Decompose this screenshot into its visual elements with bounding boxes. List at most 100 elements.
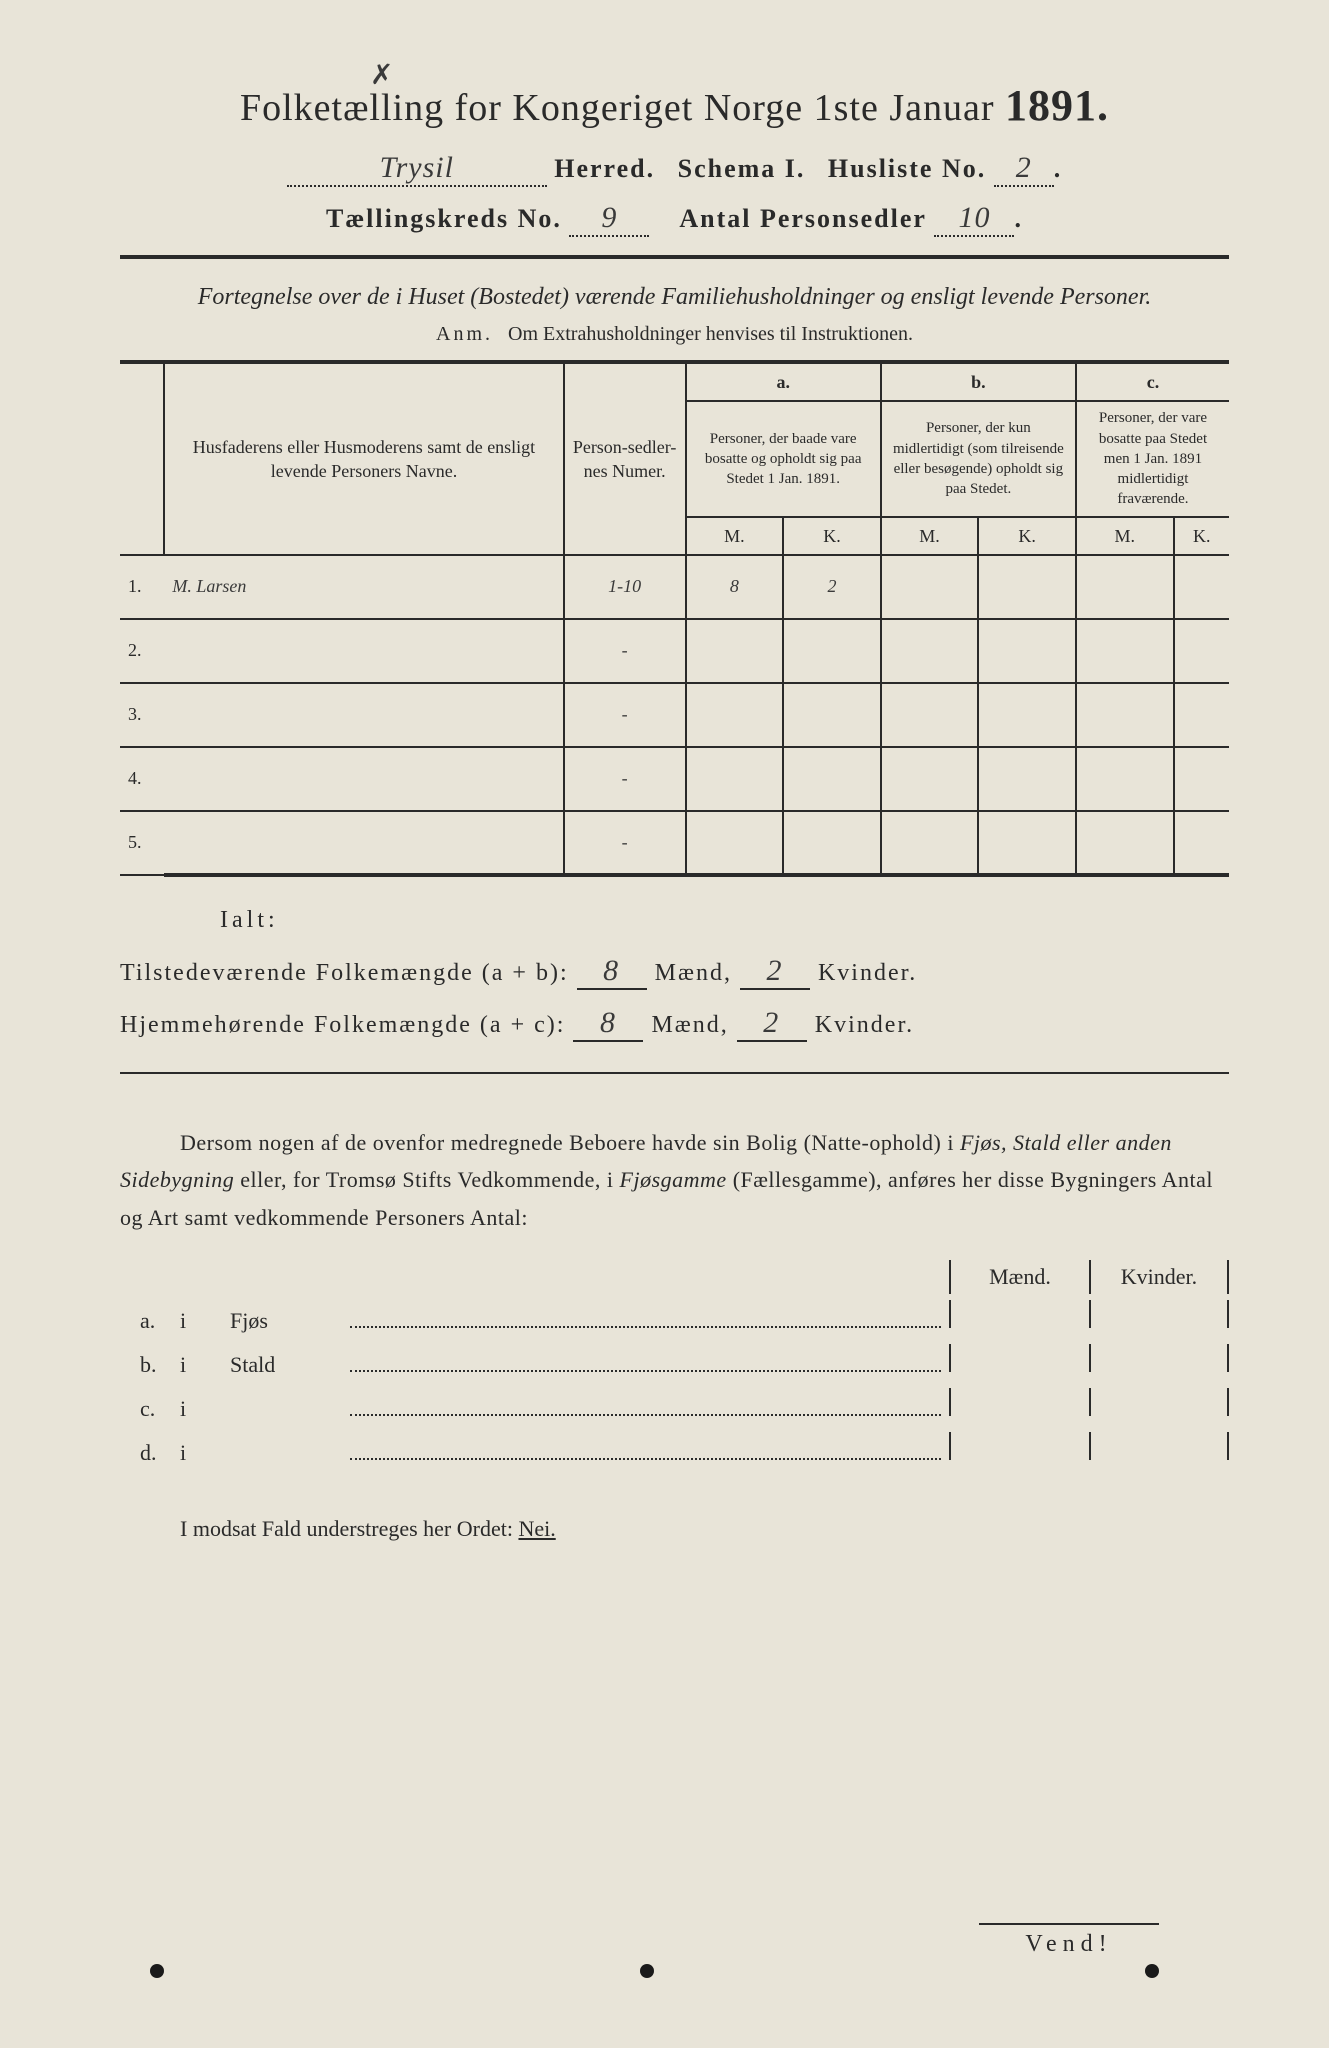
th-c: Personer, der vare bosatte paa Stedet me…: [1076, 401, 1229, 516]
ob-kvinder-cell: [1089, 1388, 1229, 1416]
row-number: 1.: [120, 555, 164, 619]
num-cell: -: [564, 811, 686, 875]
num-cell: -: [564, 747, 686, 811]
household-table: Husfaderens eller Husmoderens samt de en…: [120, 360, 1229, 877]
ob-i: i: [180, 1352, 230, 1378]
th-c-label: c.: [1076, 362, 1229, 401]
ob-dots: [350, 1414, 941, 1416]
outbuilding-section: Mænd. Kvinder. a.iFjøsb.iStaldc.id.i: [120, 1260, 1229, 1466]
ck-cell: [1174, 683, 1230, 747]
name-cell: [164, 811, 563, 875]
row-number: 3.: [120, 683, 164, 747]
ck-cell: [1174, 555, 1230, 619]
sum1-k: 2: [740, 954, 810, 990]
bm-cell: [881, 619, 979, 683]
table-row: 5.-: [120, 811, 1229, 875]
ob-maend-cell: [949, 1300, 1089, 1328]
outbuilding-row: a.iFjøs: [120, 1300, 1229, 1334]
sum2-k: 2: [737, 1006, 807, 1042]
summary-line-2: Hjemmehørende Folkemængde (a + c): 8 Mæn…: [120, 1006, 1229, 1042]
ob-dots: [350, 1370, 941, 1372]
maend-2: Mænd,: [651, 1012, 728, 1038]
outbuilding-row: b.iStald: [120, 1344, 1229, 1378]
cm-cell: [1076, 555, 1174, 619]
ob-name: Stald: [230, 1352, 350, 1378]
ob-maend: Mænd.: [949, 1260, 1089, 1294]
ob-label: c.: [120, 1396, 180, 1422]
th-ck: K.: [1174, 517, 1230, 555]
bm-cell: [881, 683, 979, 747]
bk-cell: [978, 619, 1076, 683]
sum2-label: Hjemmehørende Folkemængde (a + c):: [120, 1012, 565, 1038]
husliste-value: 2: [994, 151, 1054, 187]
title-text: Folketælling for Kongeriget Norge 1ste J…: [240, 87, 995, 129]
maend-1: Mænd,: [655, 960, 732, 986]
outbuilding-row: d.i: [120, 1432, 1229, 1466]
ob-dots: [350, 1458, 941, 1460]
ob-i: i: [180, 1308, 230, 1334]
ob-label: d.: [120, 1440, 180, 1466]
ck-cell: [1174, 747, 1230, 811]
hole-mark: [150, 1964, 164, 1978]
am-cell: [686, 811, 784, 875]
ak-cell: [783, 747, 881, 811]
am-cell: [686, 747, 784, 811]
ob-dots: [350, 1326, 941, 1328]
nei-word: Nei.: [518, 1516, 555, 1541]
nei-line: I modsat Fald understreges her Ordet: Ne…: [120, 1516, 1229, 1542]
bk-cell: [978, 555, 1076, 619]
row-number: 2.: [120, 619, 164, 683]
ak-cell: [783, 811, 881, 875]
name-cell: [164, 619, 563, 683]
section-heading: Fortegnelse over de i Huset (Bostedet) v…: [120, 279, 1229, 315]
th-bm: M.: [881, 517, 979, 555]
herred-row: Trysil Herred. Schema I. Husliste No. 2.: [120, 151, 1229, 187]
name-cell: [164, 747, 563, 811]
cm-cell: [1076, 811, 1174, 875]
th-a-label: a.: [686, 362, 881, 401]
hole-mark: [1145, 1964, 1159, 1978]
ialt-label: Ialt:: [220, 907, 1229, 934]
herred-label: Herred.: [554, 154, 655, 183]
outbuilding-row: c.i: [120, 1388, 1229, 1422]
schema-label: Schema I.: [678, 154, 806, 183]
cm-cell: [1076, 619, 1174, 683]
bm-cell: [881, 747, 979, 811]
rule-2: [120, 1072, 1229, 1074]
table-row: 3. -: [120, 683, 1229, 747]
ak-cell: [783, 683, 881, 747]
row-number: 4.: [120, 747, 164, 811]
num-cell: 1-10: [564, 555, 686, 619]
ob-maend-cell: [949, 1432, 1089, 1460]
sum1-m: 8: [577, 954, 647, 990]
anm-label: Anm.: [436, 323, 493, 345]
ck-cell: [1174, 619, 1230, 683]
ck-cell: [1174, 811, 1230, 875]
anm-line: Anm. Om Extrahusholdninger henvises til …: [120, 323, 1229, 346]
ob-kvinder-cell: [1089, 1300, 1229, 1328]
cm-cell: [1076, 747, 1174, 811]
th-num: Person-sedler-nes Numer.: [564, 362, 686, 555]
am-cell: 8: [686, 555, 784, 619]
num-cell: -: [564, 619, 686, 683]
bk-cell: [978, 683, 1076, 747]
sum2-m: 8: [573, 1006, 643, 1042]
ak-cell: 2: [783, 555, 881, 619]
name-cell: M. Larsen: [164, 555, 563, 619]
th-b: Personer, der kun midlertidigt (som tilr…: [881, 401, 1076, 516]
name-cell: [164, 683, 563, 747]
cm-cell: [1076, 683, 1174, 747]
body-paragraph: Dersom nogen af de ovenfor medregnede Be…: [120, 1124, 1229, 1236]
ob-kvinder-cell: [1089, 1344, 1229, 1372]
bm-cell: [881, 811, 979, 875]
am-cell: [686, 683, 784, 747]
ob-name: Fjøs: [230, 1308, 350, 1334]
table-row: 4. -: [120, 747, 1229, 811]
num-cell: -: [564, 683, 686, 747]
th-a: Personer, der baade vare bosatte og opho…: [686, 401, 881, 516]
th-am: M.: [686, 517, 784, 555]
sum1-label: Tilstedeværende Folkemængde (a + b):: [120, 960, 569, 986]
ob-i: i: [180, 1396, 230, 1422]
ob-kvinder-cell: [1089, 1432, 1229, 1460]
ob-kvinder: Kvinder.: [1089, 1260, 1229, 1294]
